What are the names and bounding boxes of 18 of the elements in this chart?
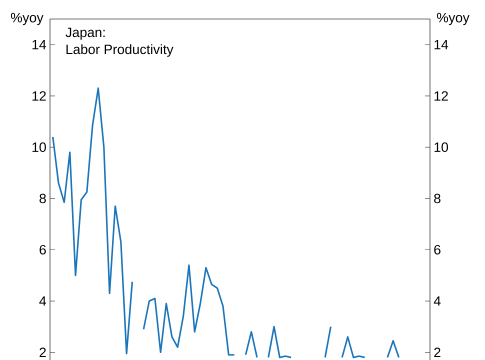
y2-tick-label: 10 [434, 142, 448, 152]
y-tick-label: 12 [32, 91, 46, 101]
y2-tick-label: 6 [434, 244, 440, 255]
y2-axis-title: %yoy [437, 12, 470, 26]
y-tick-label: 8 [40, 194, 46, 204]
y2-tick-label: 4 [434, 296, 441, 306]
y2-tick-label: 14 [434, 40, 448, 50]
y2-tick-label: 8 [434, 194, 440, 204]
y-tick-label: 2 [40, 348, 46, 358]
y-axis-title: %yoy [10, 12, 44, 26]
y2-tick-label: 12 [434, 91, 448, 101]
y-tick-label: 4 [39, 296, 46, 306]
text: Japan: [66, 28, 105, 40]
y2-tick-label: 2 [434, 348, 440, 358]
text: Labor Productivity [66, 44, 174, 57]
y-tick-label: 10 [32, 142, 46, 152]
y-tick-label: 6 [40, 244, 46, 255]
y-tick-label: 14 [32, 40, 46, 50]
